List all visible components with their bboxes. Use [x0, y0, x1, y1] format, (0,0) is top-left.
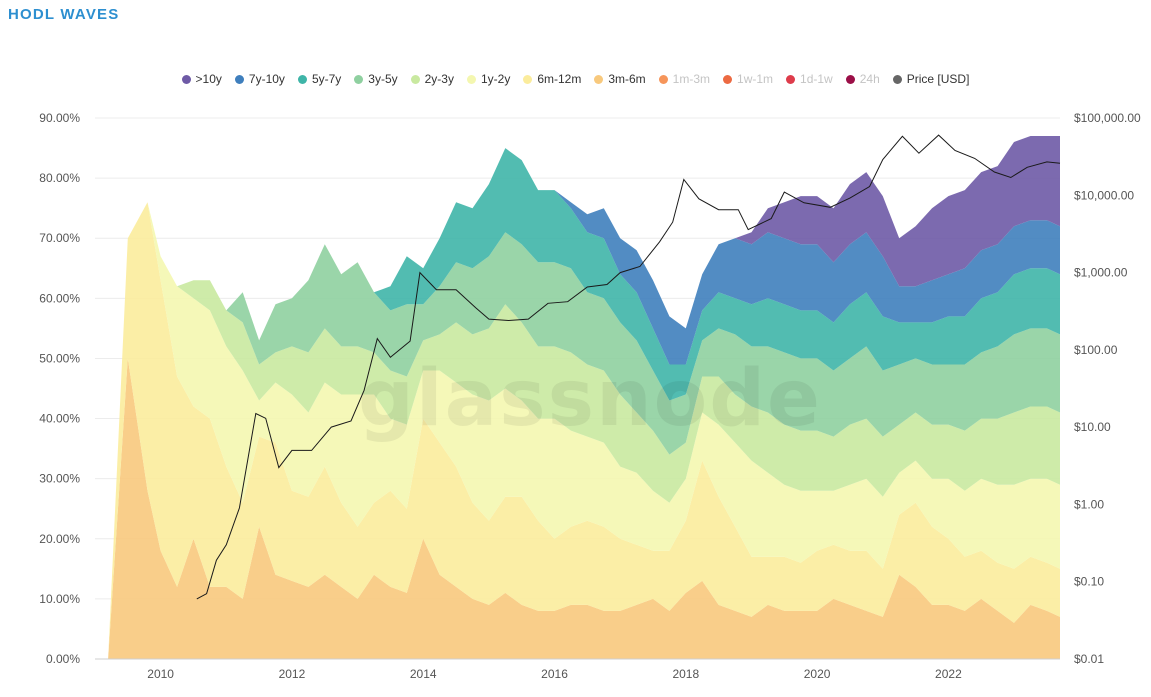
legend-dot — [297, 74, 307, 84]
legend-label: 5y-7y — [311, 72, 342, 86]
legend-item-6[interactable]: 6m-12m — [523, 72, 581, 86]
x-tick-label: 2020 — [804, 667, 831, 681]
legend-item-12[interactable]: Price [USD] — [892, 72, 970, 86]
legend-dot — [466, 74, 476, 84]
y-right-tick-label: $10.00 — [1074, 420, 1111, 434]
y-right-tick-label: $1.00 — [1074, 497, 1104, 511]
legend-item-2[interactable]: 5y-7y — [297, 72, 342, 86]
y-left-tick-label: 30.00% — [39, 472, 80, 486]
x-tick-label: 2012 — [279, 667, 306, 681]
legend-dot — [723, 74, 733, 84]
legend-item-3[interactable]: 3y-5y — [354, 72, 398, 86]
y-left-tick-label: 50.00% — [39, 351, 80, 365]
price-line — [196, 134, 1061, 600]
y-left-tick-label: 80.00% — [39, 171, 80, 185]
legend-dot — [354, 74, 364, 84]
legend-dot — [181, 74, 191, 84]
legend-dot — [786, 74, 796, 84]
y-left-tick-label: 40.00% — [39, 412, 80, 426]
x-tick-label: 2018 — [672, 667, 699, 681]
area-5y7y — [108, 148, 1061, 659]
legend-label: 1w-1m — [737, 72, 774, 86]
legend-label: Price [USD] — [906, 72, 970, 86]
area-6m12m — [108, 202, 1061, 659]
legend-dot — [523, 74, 533, 84]
legend-item-11[interactable]: 24h — [845, 72, 880, 86]
legend-label: >10y — [195, 72, 222, 86]
legend-label: 2y-3y — [424, 72, 454, 86]
legend-label: 1d-1w — [800, 72, 833, 86]
legend-dot — [234, 74, 244, 84]
legend-item-0[interactable]: >10y — [181, 72, 222, 86]
legend-item-10[interactable]: 1d-1w — [786, 72, 833, 86]
y-right-tick-label: $0.01 — [1074, 652, 1104, 666]
legend-label: 1m-3m — [672, 72, 711, 86]
x-tick-label: 2014 — [410, 667, 437, 681]
legend-label: 3y-5y — [368, 72, 398, 86]
y-left-tick-label: 10.00% — [39, 592, 80, 606]
area-3y5y — [108, 202, 1061, 659]
legend-item-9[interactable]: 1w-1m — [723, 72, 773, 86]
y-right-tick-label: $100.00 — [1074, 343, 1118, 357]
legend-label: 3m-6m — [608, 72, 646, 86]
legend-item-4[interactable]: 2y-3y — [410, 72, 454, 86]
x-tick-label: 2010 — [147, 667, 174, 681]
page-title: HODL WAVES — [8, 6, 120, 23]
legend-label: 7y-10y — [248, 72, 285, 86]
legend-item-7[interactable]: 3m-6m — [594, 72, 646, 86]
y-left-tick-label: 70.00% — [39, 231, 80, 245]
area-3m6m — [108, 358, 1061, 659]
y-left-tick-label: 60.00% — [39, 291, 80, 305]
x-tick-label: 2016 — [541, 667, 568, 681]
legend-dot — [892, 74, 902, 84]
y-right-tick-label: $100,000.00 — [1074, 111, 1141, 125]
area-2y3y — [108, 202, 1061, 659]
x-tick-label: 2022 — [935, 667, 962, 681]
y-left-tick-label: 0.00% — [46, 652, 80, 666]
legend-item-8[interactable]: 1m-3m — [658, 72, 711, 86]
y-left-tick-label: 20.00% — [39, 532, 80, 546]
y-right-tick-label: $0.10 — [1074, 575, 1104, 589]
legend-item-1[interactable]: 7y-10y — [234, 72, 285, 86]
y-left-tick-label: 90.00% — [39, 111, 80, 125]
legend-label: 6m-12m — [537, 72, 582, 86]
y-right-tick-label: $10,000.00 — [1074, 188, 1134, 202]
watermark-text: glassnode — [358, 354, 822, 444]
legend-label: 24h — [859, 72, 880, 86]
legend-dot — [658, 74, 668, 84]
legend-item-5[interactable]: 1y-2y — [466, 72, 511, 86]
legend-dot — [845, 74, 855, 84]
area-1y2y — [108, 202, 1061, 659]
legend-dot — [410, 74, 420, 84]
area-7y10y — [108, 148, 1061, 659]
y-right-tick-label: $1,000.00 — [1074, 266, 1128, 280]
legend-dot — [594, 74, 604, 84]
chart-legend: >10y 7y-10y 5y-7y 3y-5y 2y-3y 1y-2y 6m-12m 3m-6… — [0, 72, 1151, 86]
legend-label: 1y-2y — [480, 72, 511, 86]
